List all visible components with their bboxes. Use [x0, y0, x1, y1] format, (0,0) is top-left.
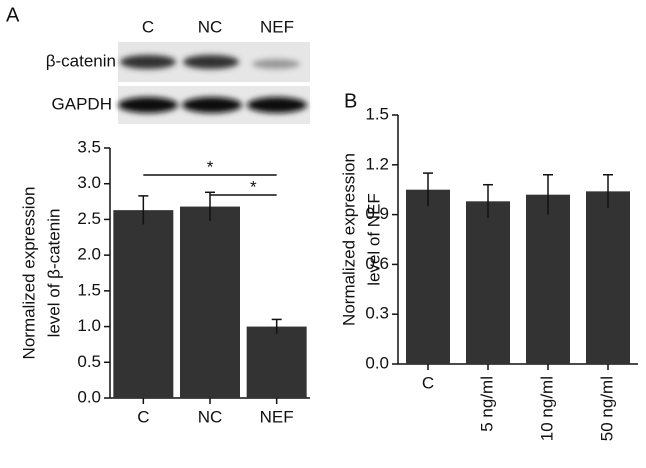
band	[118, 97, 178, 113]
band	[247, 97, 307, 113]
band	[183, 55, 239, 69]
y-tick-label: 1.0	[77, 316, 101, 335]
y-tick-label: 2.5	[77, 209, 101, 228]
y-tick-label: 0.5	[77, 352, 101, 371]
bar	[246, 326, 307, 398]
y-tick-label: 0.6	[365, 254, 389, 273]
y-axis-label: level of β-catenin	[44, 209, 63, 338]
band	[120, 55, 176, 69]
row-label: GAPDH	[52, 94, 112, 113]
panel-letter: B	[344, 90, 357, 112]
x-tick-label: C	[422, 373, 434, 392]
y-tick-label: 0.0	[77, 387, 101, 406]
bar	[180, 206, 240, 398]
y-axis-label: level of NEF	[364, 193, 383, 286]
y-tick-label: 2.0	[77, 245, 101, 264]
y-tick-label: 3.5	[77, 137, 101, 156]
y-axis-label: Normalized expression	[19, 187, 38, 360]
y-tick-label: 0.3	[365, 304, 389, 323]
y-tick-label: 1.2	[365, 154, 389, 173]
y-tick-label: 1.5	[365, 104, 389, 123]
row-label: β-catenin	[46, 51, 116, 70]
bar	[586, 191, 630, 364]
y-tick-label: 1.5	[77, 280, 101, 299]
band	[252, 59, 300, 69]
bar	[466, 201, 510, 364]
x-tick-label: NEF	[260, 407, 294, 426]
y-tick-label: 0.0	[365, 353, 389, 372]
bar	[406, 189, 450, 364]
x-tick-label: 10 ng/ml	[537, 376, 556, 441]
y-axis-label: Normalized expression	[339, 153, 358, 326]
x-tick-label: 50 ng/ml	[597, 376, 616, 441]
lane-label: C	[142, 17, 154, 36]
y-tick-label: 0.9	[365, 204, 389, 223]
significance-label: *	[250, 177, 257, 196]
x-tick-label: NC	[198, 407, 223, 426]
band	[182, 97, 242, 113]
y-tick-label: 3.0	[77, 173, 101, 192]
significance-label: *	[207, 157, 214, 176]
bar	[526, 194, 570, 364]
x-tick-label: C	[137, 407, 149, 426]
x-tick-label: 5 ng/ml	[477, 376, 496, 432]
lane-label: NEF	[260, 17, 294, 36]
blot: C NC NEF β-catenin GAPDH	[46, 17, 310, 124]
bar	[113, 210, 174, 398]
panel-letter: A	[6, 4, 20, 26]
lane-label: NC	[198, 17, 223, 36]
